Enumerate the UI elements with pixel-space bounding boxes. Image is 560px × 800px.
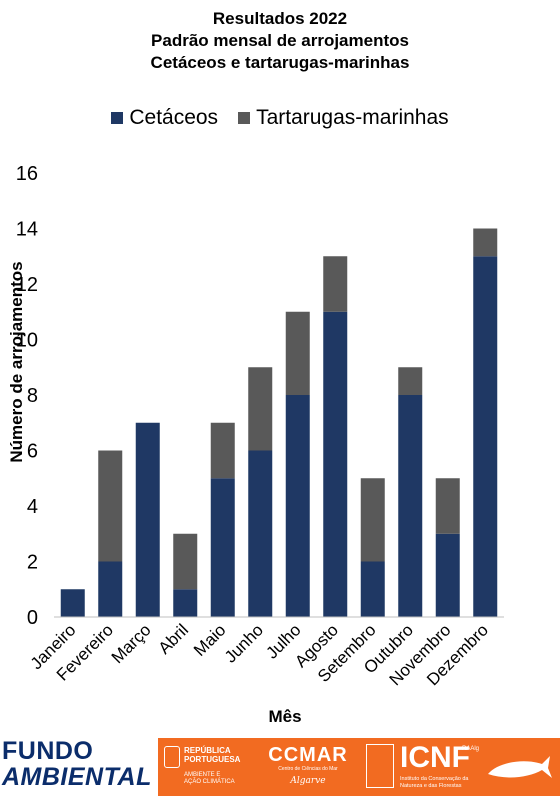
y-tick-label: 10 xyxy=(16,330,38,352)
bar-tartarugas xyxy=(210,422,235,479)
bar-cetaceos xyxy=(323,311,348,617)
bar-cetaceos xyxy=(135,422,160,617)
y-axis-title: Número de arrojamentos xyxy=(7,261,26,462)
bar-tartarugas xyxy=(285,311,310,395)
fundo-ambiental-logo: FUNDO AMBIENTAL xyxy=(2,738,152,796)
partners-banner: REPÚBLICA PORTUGUESA AMBIENTE E AÇÃO CLI… xyxy=(158,738,560,796)
tree-icon xyxy=(366,744,394,788)
ccmar-name: CCMAR xyxy=(268,744,348,766)
fundo-logo-line1: FUNDO xyxy=(2,737,94,765)
chart-title-line-2: Padrão mensal de arrojamentos xyxy=(151,31,409,50)
bar-tartarugas xyxy=(473,228,498,257)
bar-cetaceos xyxy=(473,256,498,617)
icnf-logo: ICNF Instituto da Conservação da Naturez… xyxy=(366,742,486,792)
bar-tartarugas xyxy=(435,478,460,534)
legend-item-cetaceos: Cetáceos xyxy=(111,106,218,130)
legend-item-tartarugas: Tartarugas-marinhas xyxy=(238,106,449,130)
y-tick-label: 6 xyxy=(27,441,38,463)
y-tick-label: 8 xyxy=(27,385,38,407)
bar-tartarugas xyxy=(248,367,273,451)
republica-sub2: AÇÃO CLIMÁTICA xyxy=(184,779,235,785)
republica-portuguesa-logo: REPÚBLICA PORTUGUESA AMBIENTE E AÇÃO CLI… xyxy=(164,744,248,790)
whale-icon xyxy=(488,756,552,778)
bar-cetaceos xyxy=(173,589,198,617)
legend-label-cetaceos: Cetáceos xyxy=(129,106,219,129)
chart-title-line-3: Cetáceos e tartarugas-marinhas xyxy=(150,53,410,72)
bar-tartarugas xyxy=(360,478,385,562)
bar-cetaceos xyxy=(210,478,235,617)
raa-label: RAAlg xyxy=(462,746,480,752)
y-tick-label: 12 xyxy=(16,274,38,296)
republica-line2: PORTUGUESA xyxy=(184,755,241,764)
bar-tartarugas xyxy=(398,367,423,395)
bar-cetaceos xyxy=(60,589,85,617)
ccmar-sub: Centro de Ciências do Mar xyxy=(278,766,338,772)
fundo-logo-line2: AMBIENTAL xyxy=(2,763,152,791)
chart-legend: Cetáceos Tartarugas-marinhas xyxy=(0,106,560,130)
ccmar-place: Algarve xyxy=(290,776,326,786)
republica-title: REPÚBLICA PORTUGUESA xyxy=(184,746,240,764)
y-tick-label: 2 xyxy=(27,552,38,574)
x-tick-label: Abril xyxy=(155,620,192,657)
bar-cetaceos xyxy=(360,561,385,617)
bar-tartarugas xyxy=(323,256,348,312)
legend-swatch-cetaceos xyxy=(111,112,124,124)
sponsor-logos: FUNDO AMBIENTAL REPÚBLICA PORTUGUESA AMB… xyxy=(0,736,560,800)
y-tick-label: 4 xyxy=(27,496,38,518)
bar-cetaceos xyxy=(285,395,310,617)
bar-cetaceos xyxy=(248,450,273,617)
y-tick-label: 16 xyxy=(16,163,38,185)
republica-subtitle: AMBIENTE E AÇÃO CLIMÁTICA xyxy=(184,772,235,786)
y-tick-label: 0 xyxy=(27,607,38,629)
bar-cetaceos xyxy=(435,533,460,617)
icnf-name: ICNF xyxy=(400,741,470,774)
crest-icon xyxy=(164,746,180,768)
ccmar-logo: CCMAR Centro de Ciências do Mar Algarve xyxy=(258,744,358,790)
chart-title-line-1: Resultados 2022 xyxy=(212,9,348,28)
x-tick-label: Março xyxy=(108,620,155,667)
x-axis-title: Mês xyxy=(268,707,301,726)
icnf-sub: Instituto da Conservação da Natureza e d… xyxy=(400,776,469,789)
legend-label-tartarugas: Tartarugas-marinhas xyxy=(256,106,449,129)
bar-tartarugas xyxy=(173,533,198,590)
bar-cetaceos xyxy=(98,561,123,617)
x-tick-label: Junho xyxy=(221,620,267,666)
republica-sub1: AMBIENTE E xyxy=(184,772,221,778)
republica-line1: REPÚBLICA xyxy=(184,746,231,755)
legend-swatch-tartarugas xyxy=(238,112,251,124)
y-tick-label: 14 xyxy=(16,219,38,241)
bar-tartarugas xyxy=(98,450,123,562)
bar-cetaceos xyxy=(398,395,423,617)
